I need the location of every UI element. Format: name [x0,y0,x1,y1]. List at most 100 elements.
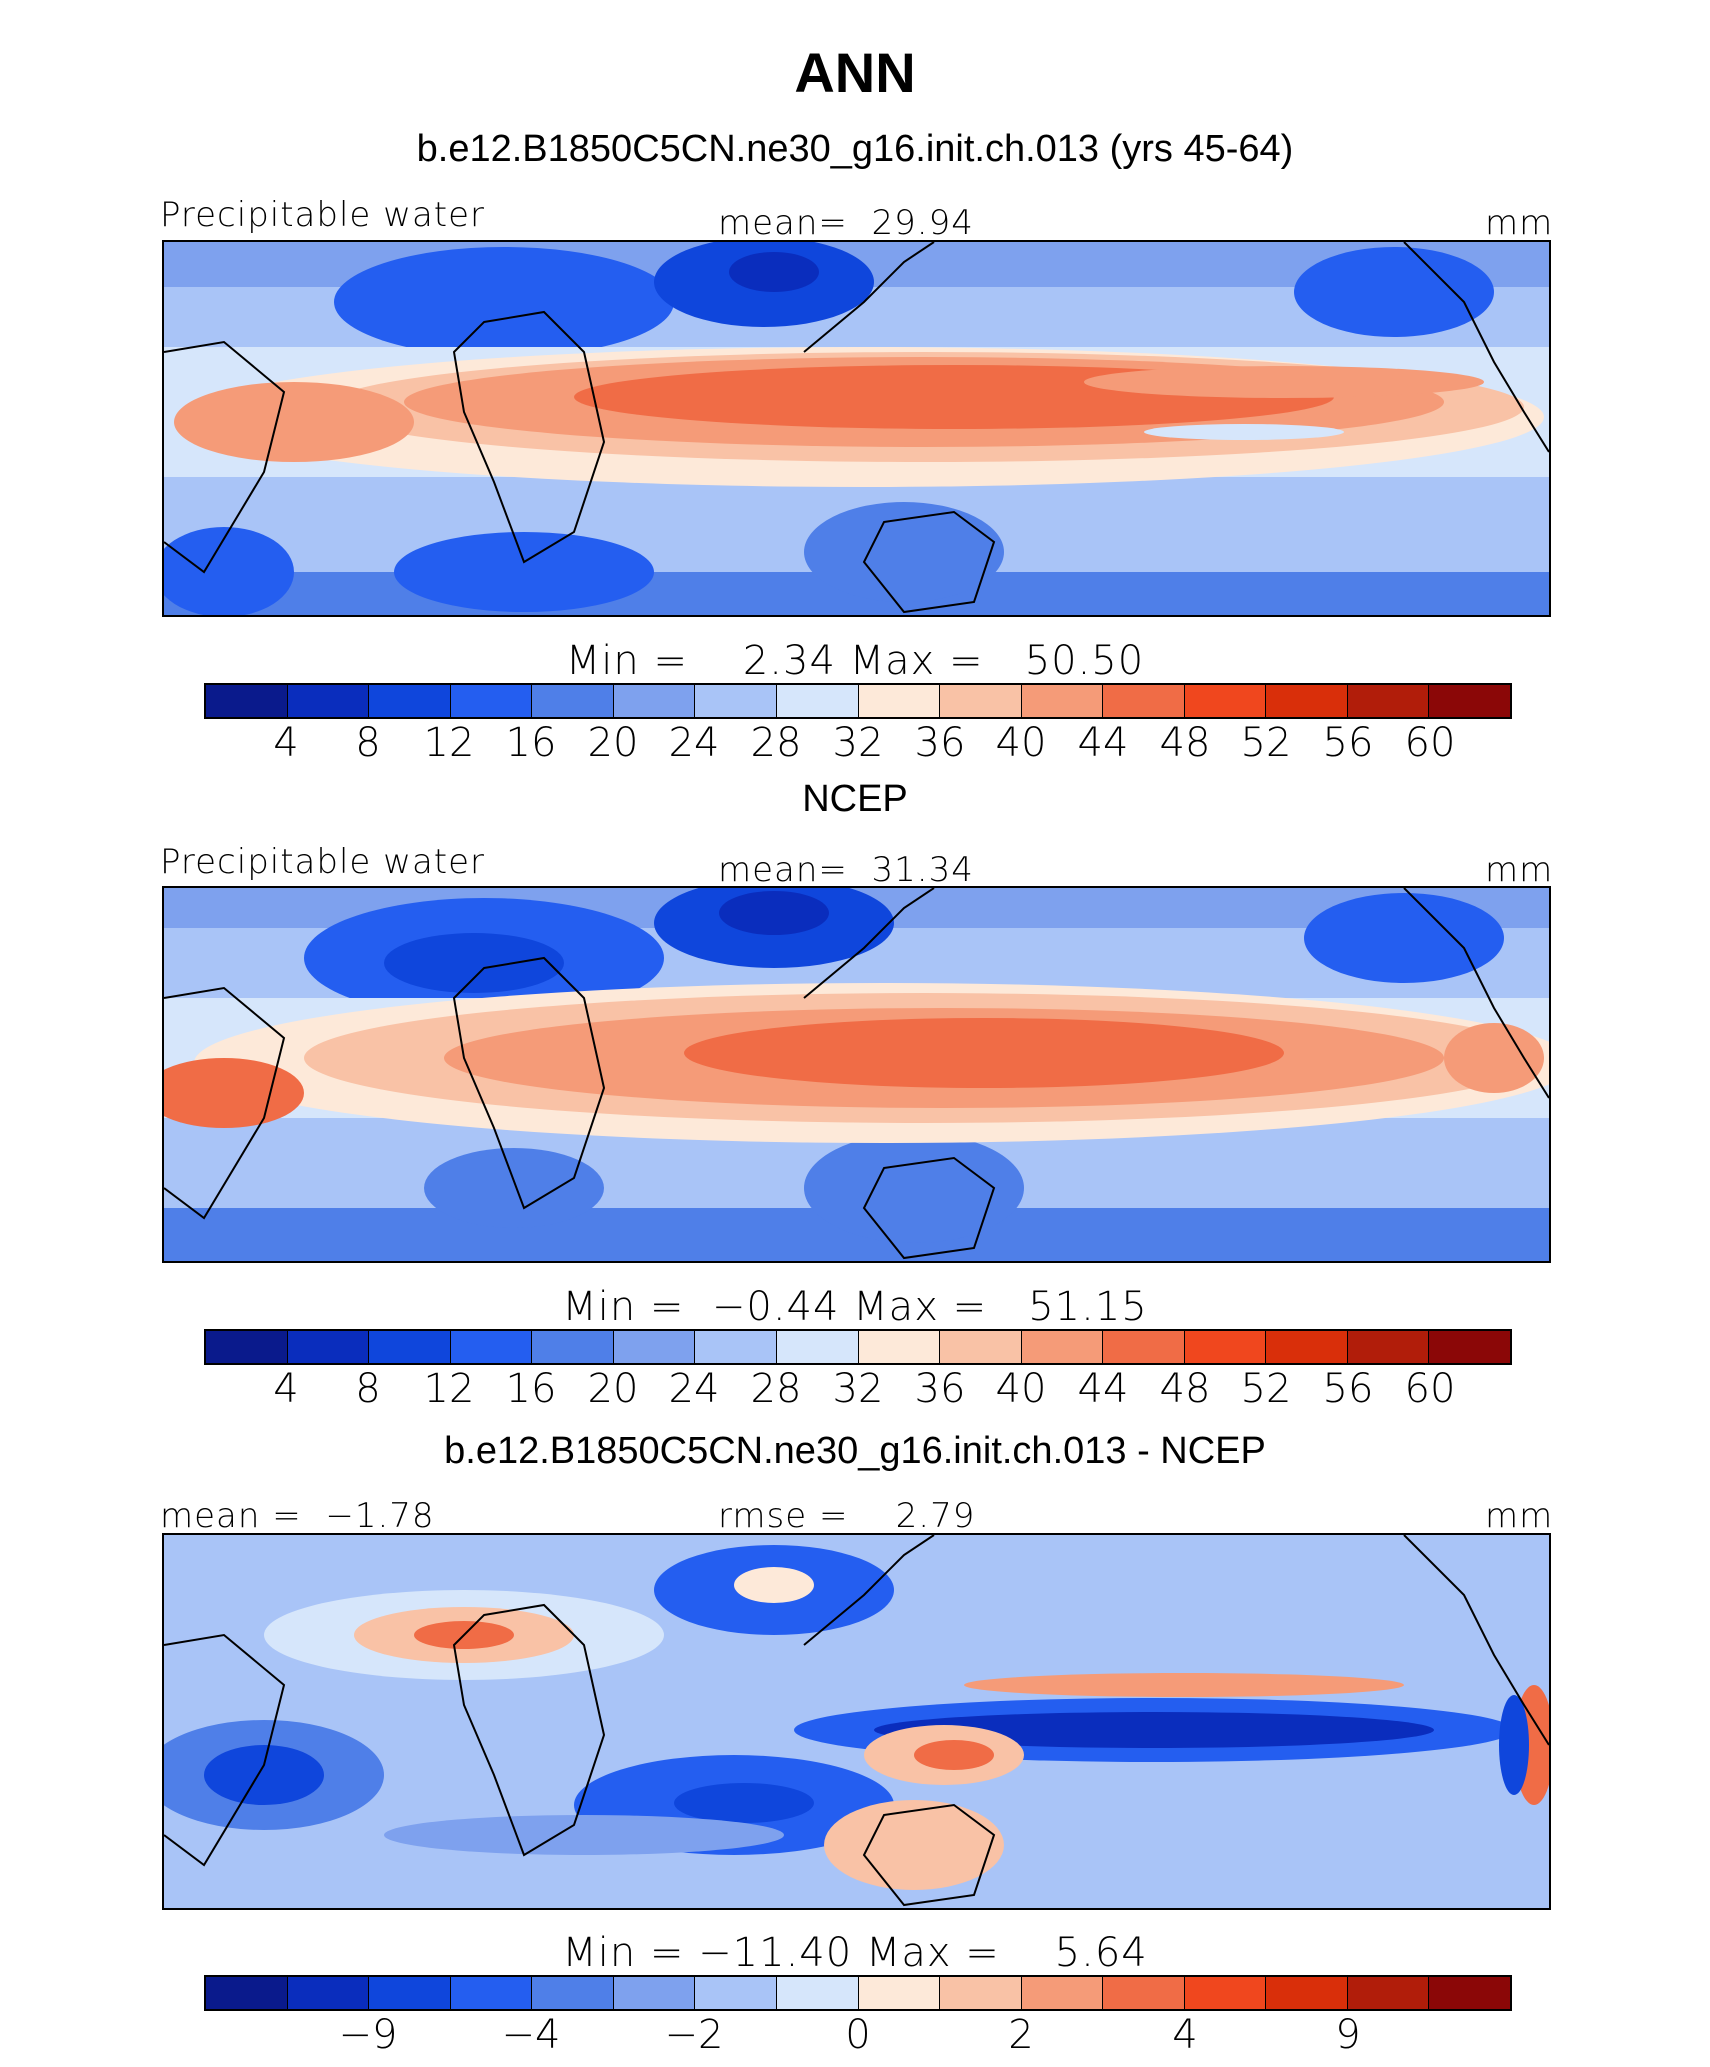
colorbar-tick: 36 [914,1366,966,1412]
colorbar-3-swatch [206,1977,288,2009]
colorbar-2-swatch [695,1331,777,1363]
colorbar-3-swatch [1429,1977,1510,2009]
colorbar-1-swatch [940,685,1022,717]
colorbar-tick: −9 [338,2012,398,2058]
colorbar-3-swatch [1021,1977,1104,2009]
colorbar-3-swatch [1103,1977,1185,2009]
colorbar-tick: 24 [668,720,720,766]
colorbar-3-swatch [613,1977,696,2009]
colorbar-tick: 24 [668,1366,720,1412]
colorbar-3-swatch [1347,1977,1430,2009]
colorbar-tick: 44 [1077,1366,1129,1412]
colorbar-tick: 40 [995,1366,1047,1412]
colorbar-3-swatch [450,1977,533,2009]
panel-3-map [162,1533,1551,1910]
colorbar-1-swatch [1429,685,1510,717]
panel-3-mean-label: mean = −1.78 [160,1496,435,1536]
panel-2-min-max: Min = −0.44 Max = 51.15 [562,1284,1148,1330]
colorbar-1-swatch [1184,685,1267,717]
panel-1-variable-label: Precipitable water [160,195,486,235]
panel-1-title: b.e12.B1850C5CN.ne30_g16.init.ch.013 (yr… [416,128,1294,170]
colorbar-2-swatch [450,1331,533,1363]
colorbar-tick: 28 [750,1366,802,1412]
panel-3-colorbar [204,1975,1512,2011]
colorbar-2-swatch [369,1331,451,1363]
colorbar-tick: 56 [1322,1366,1374,1412]
panel-2-map [162,886,1551,1263]
colorbar-2-swatch [940,1331,1022,1363]
colorbar-3-swatch [776,1977,859,2009]
colorbar-tick: −4 [501,2012,561,2058]
colorbar-tick: 60 [1404,1366,1456,1412]
colorbar-3-swatch [1184,1977,1267,2009]
colorbar-tick: 44 [1077,720,1129,766]
colorbar-tick: 4 [1172,2012,1198,2058]
panel-3-title: b.e12.B1850C5CN.ne30_g16.init.ch.013 - N… [444,1430,1266,1472]
colorbar-1-swatch [287,685,370,717]
colorbar-2-swatch [287,1331,370,1363]
colorbar-2-swatch [613,1331,696,1363]
figure-title: ANN [794,41,916,104]
panel-2-title: NCEP [802,778,908,820]
colorbar-tick: 48 [1159,720,1211,766]
panel-2-colorbar [204,1329,1512,1365]
colorbar-tick: 20 [587,1366,639,1412]
colorbar-tick: 12 [423,720,475,766]
colorbar-tick: 16 [505,720,557,766]
colorbar-tick: 2 [1008,2012,1034,2058]
colorbar-3-swatch [287,1977,370,2009]
colorbar-tick: 48 [1159,1366,1211,1412]
panel-1-units-label: mm [1485,203,1554,243]
colorbar-3-swatch [858,1977,941,2009]
colorbar-tick: 4 [273,1366,299,1412]
colorbar-tick: 56 [1322,720,1374,766]
colorbar-tick: 20 [587,720,639,766]
panel-2-units-label: mm [1485,850,1554,890]
colorbar-tick: 4 [273,720,299,766]
colorbar-2-swatch [1429,1331,1510,1363]
colorbar-3-swatch [695,1977,777,2009]
colorbar-tick: 32 [832,1366,884,1412]
colorbar-3-swatch [532,1977,614,2009]
colorbar-tick: 60 [1404,720,1456,766]
colorbar-tick: 40 [995,720,1047,766]
colorbar-1-swatch [450,685,533,717]
colorbar-tick: 36 [914,720,966,766]
colorbar-2-swatch [1266,1331,1348,1363]
colorbar-2-swatch [1103,1331,1185,1363]
panel-3-units-label: mm [1485,1496,1554,1536]
colorbar-1-swatch [369,685,451,717]
panel-1-mean-label: mean= 29.94 [718,203,974,243]
colorbar-1-swatch [1347,685,1430,717]
colorbar-tick: −2 [664,2012,724,2058]
colorbar-1-swatch [532,685,614,717]
colorbar-1-swatch [1021,685,1104,717]
colorbar-1-swatch [695,685,777,717]
panel-1-colorbar [204,683,1512,719]
colorbar-1-swatch [613,685,696,717]
colorbar-tick: 12 [423,1366,475,1412]
colorbar-tick: 32 [832,720,884,766]
colorbar-tick: 9 [1335,2012,1361,2058]
colorbar-tick: 8 [355,1366,381,1412]
colorbar-2-swatch [776,1331,859,1363]
colorbar-1-swatch [1103,685,1185,717]
panel-3-min-max: Min = −11.40 Max = 5.64 [562,1930,1148,1976]
colorbar-2-swatch [1347,1331,1430,1363]
colorbar-2-swatch [206,1331,288,1363]
colorbar-3-swatch [1266,1977,1348,2009]
colorbar-tick: 52 [1240,1366,1292,1412]
colorbar-1-swatch [776,685,859,717]
panel-1-min-max: Min = 2.34 Max = 50.50 [565,638,1145,684]
panel-1-map [162,240,1551,617]
colorbar-2-swatch [532,1331,614,1363]
colorbar-1-swatch [1266,685,1348,717]
panel-3-rmse-label: rmse = 2.79 [718,1496,976,1536]
colorbar-2-swatch [1184,1331,1267,1363]
colorbar-2-swatch [858,1331,941,1363]
colorbar-3-swatch [369,1977,451,2009]
colorbar-3-swatch [940,1977,1022,2009]
colorbar-tick: 28 [750,720,802,766]
panel-2-mean-label: mean= 31.34 [718,850,974,890]
colorbar-tick: 16 [505,1366,557,1412]
